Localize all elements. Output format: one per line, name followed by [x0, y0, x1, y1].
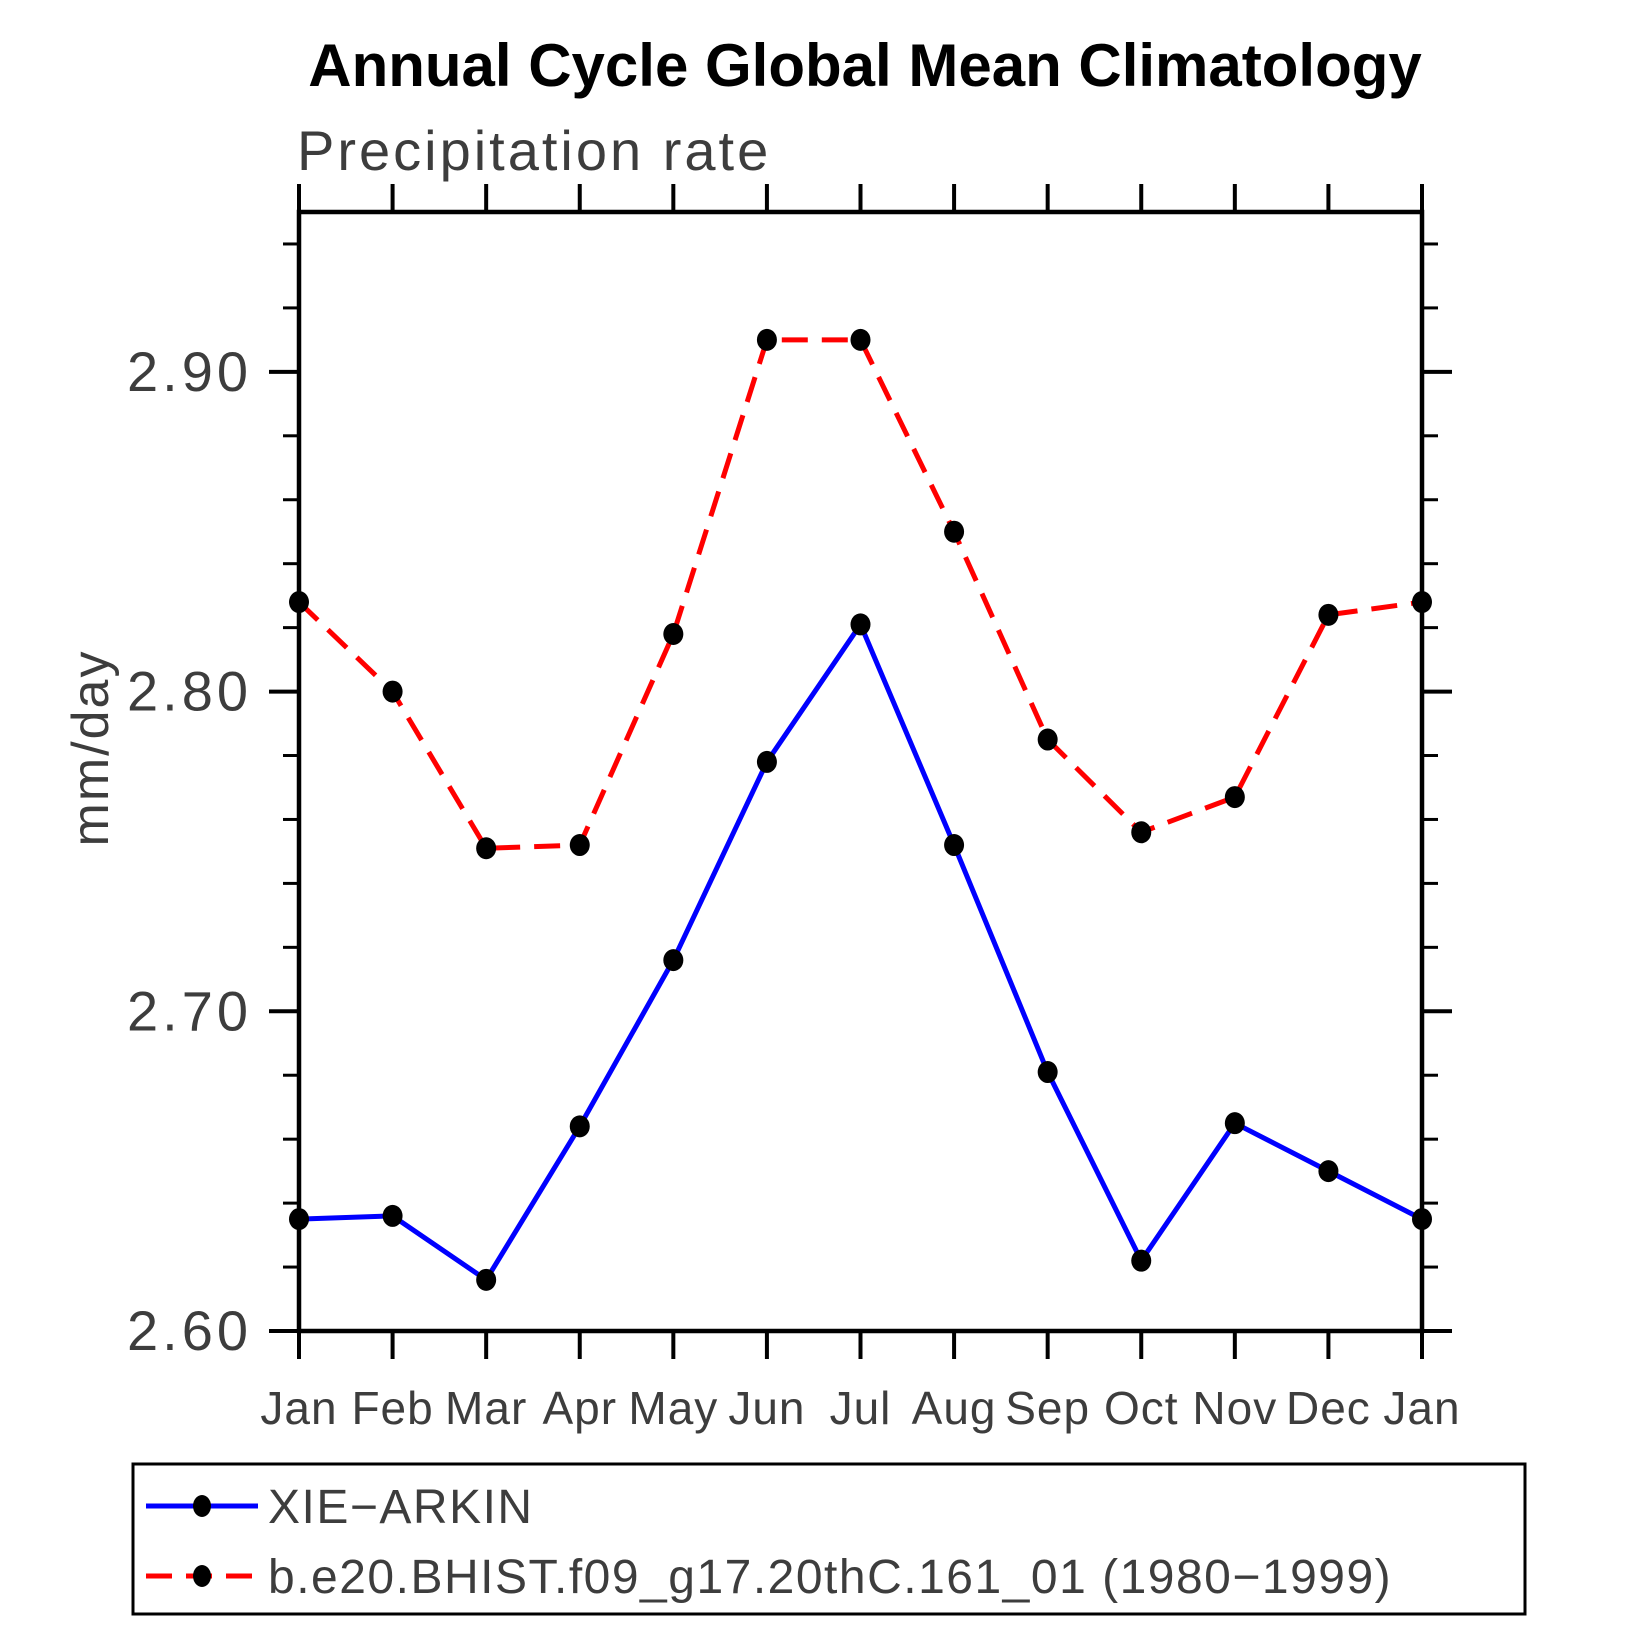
data-point: [756, 750, 777, 773]
x-tick-labels: Jan Feb Mar Apr May Jun Jul Aug Sep Oct Nov Dec Jan: [260, 1382, 1460, 1434]
y-axis-label: mm/day: [62, 650, 120, 847]
data-point: [1318, 1160, 1339, 1183]
x-tick-label: Oct: [1104, 1382, 1179, 1434]
chart-title: Annual Cycle Global Mean Climatology: [308, 32, 1422, 99]
legend-label: XIE−ARKIN: [268, 1481, 534, 1534]
x-tick-label: Feb: [351, 1382, 433, 1434]
x-tick-label: Jan: [1383, 1382, 1460, 1434]
data-point: [1131, 1249, 1152, 1272]
data-point: [1131, 821, 1152, 844]
y-tick-label: 2.90: [127, 340, 252, 403]
data-point: [1037, 728, 1058, 751]
data-point: [569, 834, 590, 857]
data-point: [756, 328, 777, 351]
axis-subtitle: Precipitation rate: [297, 119, 771, 182]
data-series: [289, 328, 1432, 1291]
data-point: [850, 328, 871, 351]
data-point: [476, 837, 497, 860]
y-tick-label: 2.60: [127, 1299, 252, 1362]
series-line: [298, 619, 1424, 1284]
legend: XIE−ARKIN b.e20.BHIST.f09_g17.20thC.161_0…: [131, 1462, 1527, 1616]
data-point: [382, 1204, 403, 1227]
x-tick-label: Apr: [542, 1382, 617, 1434]
data-point: [289, 591, 309, 614]
data-point: [1037, 1061, 1058, 1084]
y-tick-label: 2.70: [127, 979, 252, 1042]
x-tick-label: Nov: [1192, 1382, 1277, 1434]
plot-border: [296, 209, 1425, 1334]
data-point: [1412, 591, 1432, 614]
axis-ticks: [269, 184, 1452, 1359]
data-point: [1412, 1208, 1432, 1231]
data-point: [944, 520, 965, 543]
x-tick-label: Aug: [912, 1382, 997, 1434]
y-tick-labels: 2.60 2.70 2.80 2.90: [127, 340, 252, 1362]
data-point: [850, 613, 871, 636]
x-tick-label: Mar: [445, 1382, 527, 1434]
x-tick-label: Sep: [1005, 1382, 1090, 1434]
data-point: [663, 623, 684, 646]
data-point: [1318, 603, 1339, 626]
data-point: [569, 1115, 590, 1138]
y-tick-label: 2.80: [127, 660, 252, 723]
plot-frame: [296, 209, 1425, 1334]
series-line: [297, 337, 1423, 851]
x-tick-label: Dec: [1286, 1382, 1371, 1434]
x-tick-label: Jul: [830, 1382, 892, 1434]
legend-label: b.e20.BHIST.f09_g17.20thC.161_01 (1980−1…: [268, 1551, 1392, 1604]
data-point: [1224, 786, 1245, 809]
data-point: [289, 1208, 309, 1231]
data-point: [663, 949, 684, 972]
x-tick-label: Jan: [260, 1382, 337, 1434]
x-tick-label: Jun: [728, 1382, 805, 1434]
legend-sample-marker: [193, 1495, 211, 1517]
legend-box: [131, 1462, 1527, 1616]
x-tick-label: May: [628, 1382, 718, 1434]
data-point: [476, 1268, 497, 1291]
legend-sample-marker: [193, 1565, 211, 1587]
data-point: [382, 680, 403, 703]
data-point: [944, 834, 965, 857]
data-point: [1224, 1112, 1245, 1135]
